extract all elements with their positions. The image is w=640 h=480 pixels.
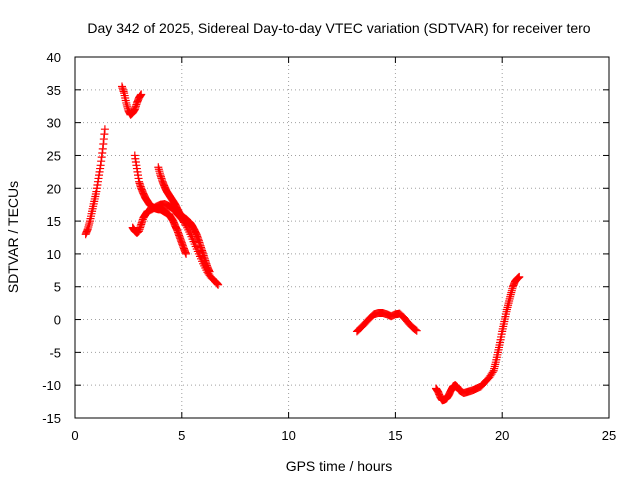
y-tick-label: 15 [47,214,61,229]
y-tick-label: 5 [54,280,61,295]
y-axis-label: SDTVAR / TECUs [5,181,21,293]
x-tick-label: 5 [178,428,185,443]
chart-title: Day 342 of 2025, Sidereal Day-to-day VTE… [87,20,590,36]
data-point [182,249,191,258]
data-point [205,267,214,276]
grid-lines [75,57,609,418]
data-point [137,90,146,99]
y-tick-label: 35 [47,83,61,98]
y-tick-label: 20 [47,181,61,196]
data-point [488,368,497,377]
y-tick-label: 10 [47,247,61,262]
x-tick-label: 20 [495,428,509,443]
x-tick-label: 25 [602,428,616,443]
x-axis-label: GPS time / hours [286,458,393,474]
data-point [411,325,420,334]
data-point [214,280,223,289]
x-tick-label: 10 [281,428,295,443]
data-point [100,125,109,134]
y-tick-label: 25 [47,148,61,163]
x-tick-label: 15 [388,428,402,443]
plot-frame [74,56,610,419]
y-tick-label: 30 [47,116,61,131]
y-tick-label: 0 [54,313,61,328]
data-point [515,272,524,281]
y-tick-label: -10 [42,378,61,393]
y-tick-label: -15 [42,411,61,426]
data-points [81,82,524,405]
data-point [412,326,421,335]
y-tick-label: -5 [49,345,61,360]
y-tick-label: 40 [47,50,61,65]
x-tick-label: 0 [71,428,78,443]
